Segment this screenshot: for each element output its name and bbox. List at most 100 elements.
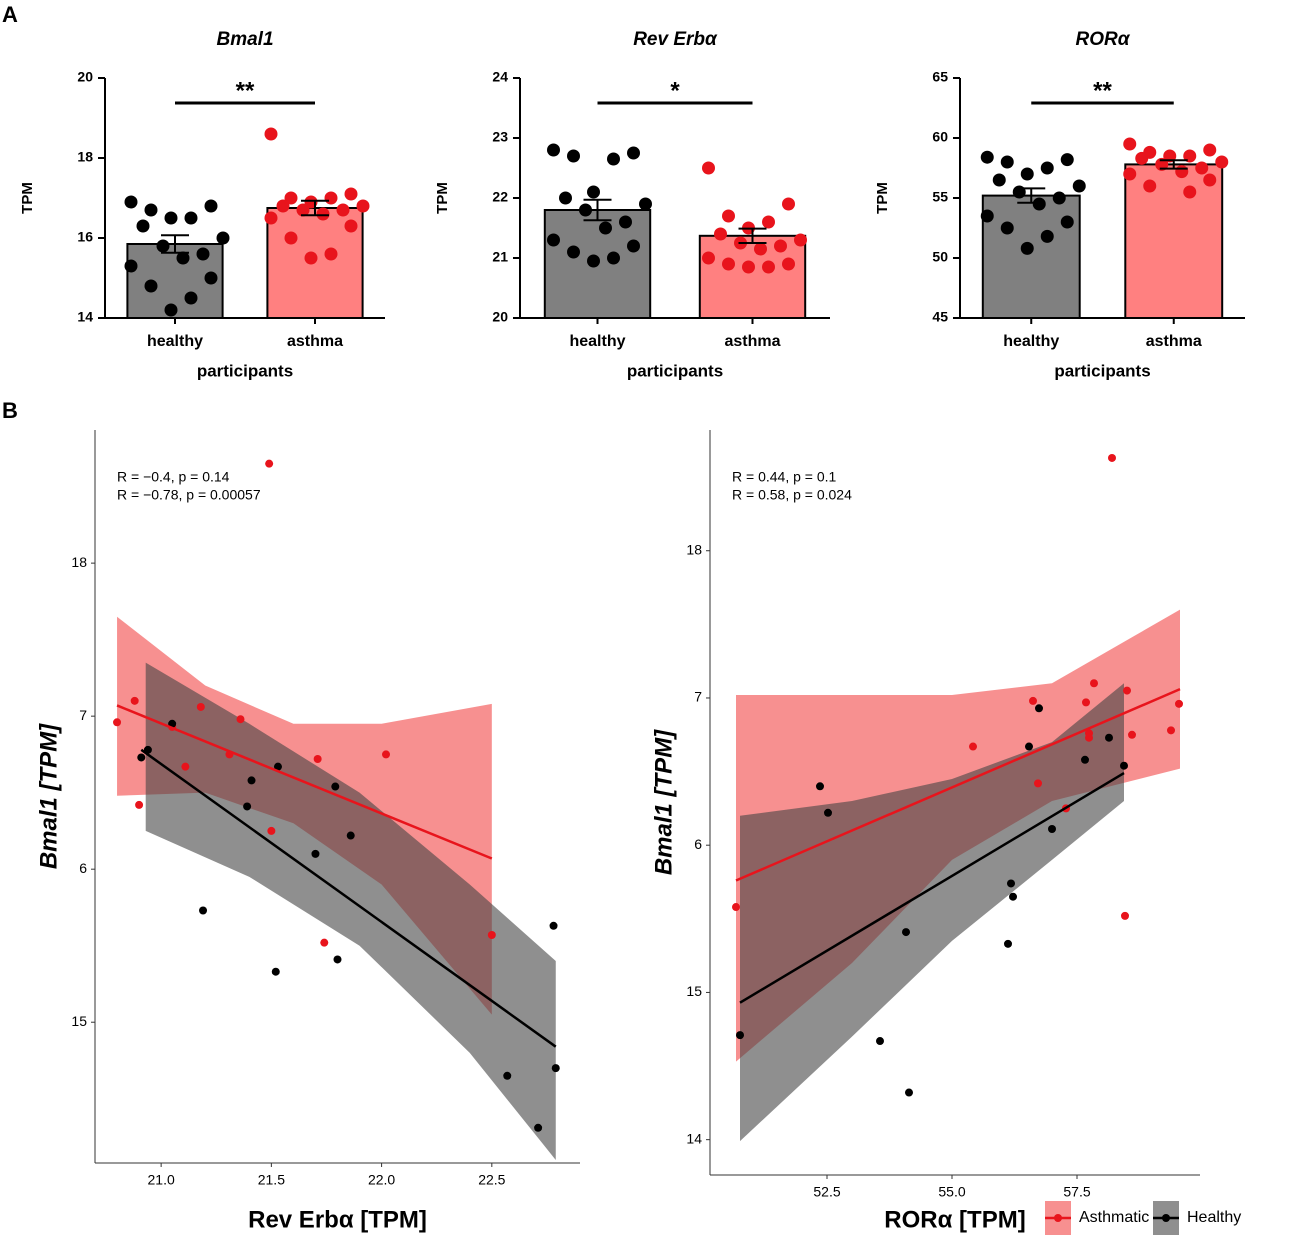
significance-label: **	[236, 77, 255, 104]
data-point	[980, 150, 994, 164]
data-point	[184, 211, 198, 225]
data-point	[1123, 686, 1131, 695]
data-point	[754, 242, 767, 256]
y-tick-label: 18	[71, 554, 87, 570]
data-point	[1175, 699, 1183, 708]
data-point	[1085, 729, 1093, 738]
data-point	[264, 211, 278, 225]
data-point	[559, 191, 572, 205]
error-bar	[301, 199, 329, 217]
data-point	[264, 127, 278, 141]
y-axis-label: Bmal1 [TPM]	[650, 729, 677, 875]
data-point	[271, 967, 280, 976]
data-point	[336, 203, 350, 217]
bar	[698, 234, 807, 319]
data-point	[547, 143, 560, 157]
data-point	[196, 247, 210, 261]
data-point	[627, 239, 640, 253]
data-point	[627, 146, 640, 160]
data-point	[1183, 185, 1197, 199]
y-tick-label: 7	[694, 689, 702, 705]
data-point	[276, 199, 290, 213]
chart-title: Bmal1	[216, 29, 273, 50]
data-point	[1082, 698, 1090, 707]
data-point	[1032, 197, 1046, 211]
y-axis-label: TPM	[874, 182, 891, 214]
data-point	[1123, 137, 1137, 151]
data-point	[243, 802, 252, 811]
data-point	[324, 191, 338, 205]
x-axis-label: participants	[627, 361, 723, 380]
y-tick-label: 18	[77, 149, 93, 165]
data-point	[567, 245, 580, 259]
x-tick-label: healthy	[147, 333, 203, 350]
data-point	[164, 303, 178, 317]
stat-annotation: R = 0.58, p = 0.024	[732, 487, 852, 503]
chart-title: RORα	[1075, 29, 1130, 50]
data-point	[567, 149, 580, 163]
data-point	[346, 831, 355, 840]
data-point	[113, 718, 122, 727]
legend-label: Healthy	[1187, 1209, 1241, 1226]
y-tick-label: 55	[932, 189, 948, 205]
data-point	[702, 251, 715, 265]
data-point	[265, 459, 274, 468]
data-point	[333, 955, 342, 964]
y-tick-label: 6	[79, 860, 87, 876]
stat-annotation: R = 0.44, p = 0.1	[732, 469, 837, 485]
data-point	[782, 257, 795, 271]
significance-label: *	[670, 77, 680, 104]
data-point	[1120, 761, 1128, 770]
y-tick-label: 24	[492, 69, 508, 85]
data-point	[1121, 911, 1129, 920]
y-tick-label: 45	[932, 309, 948, 325]
data-point	[344, 219, 358, 233]
data-point	[1048, 825, 1056, 834]
x-axis-label: Rev Erbα [TPM]	[248, 1206, 427, 1233]
x-tick-label: asthma	[1146, 333, 1202, 350]
data-point	[503, 1071, 512, 1080]
y-tick-label: 21	[492, 249, 508, 265]
data-point	[607, 152, 620, 166]
confidence-band	[740, 683, 1124, 1142]
x-tick-label: 57.5	[1063, 1184, 1090, 1200]
bar	[1124, 163, 1224, 319]
data-point	[1004, 939, 1012, 948]
data-point	[204, 271, 218, 285]
data-point	[1040, 161, 1054, 175]
x-tick-label: 21.0	[148, 1172, 175, 1188]
data-point	[1175, 165, 1189, 179]
x-tick-label: 55.0	[938, 1184, 965, 1200]
legend-dot	[1054, 1214, 1062, 1222]
data-point	[1060, 153, 1074, 167]
data-point	[736, 1031, 744, 1040]
data-point	[774, 239, 787, 253]
data-point	[599, 221, 612, 235]
x-tick-label: 21.5	[258, 1172, 285, 1188]
data-point	[331, 782, 340, 791]
data-point	[311, 849, 320, 858]
chart-title: Rev Erbα	[633, 29, 718, 50]
legend-label: Asthmatic	[1079, 1209, 1149, 1226]
data-point	[1000, 221, 1014, 235]
error-bar	[738, 227, 767, 244]
stat-annotation: R = −0.78, p = 0.00057	[117, 487, 261, 503]
data-point	[199, 906, 208, 915]
data-point	[296, 203, 310, 217]
data-point	[313, 755, 322, 764]
data-point	[156, 239, 170, 253]
data-point	[1195, 161, 1209, 175]
data-point	[607, 251, 620, 265]
data-point	[164, 211, 178, 225]
error-bar	[1017, 187, 1046, 204]
data-point	[382, 750, 390, 759]
data-point	[320, 938, 329, 947]
data-point	[144, 279, 158, 293]
y-tick-label: 14	[686, 1130, 702, 1146]
data-point	[216, 231, 230, 245]
stat-annotation: R = −0.4, p = 0.14	[117, 469, 230, 485]
y-tick-label: 65	[932, 69, 948, 85]
bar	[981, 194, 1081, 320]
y-tick-label: 50	[932, 249, 948, 265]
data-point	[316, 207, 330, 221]
